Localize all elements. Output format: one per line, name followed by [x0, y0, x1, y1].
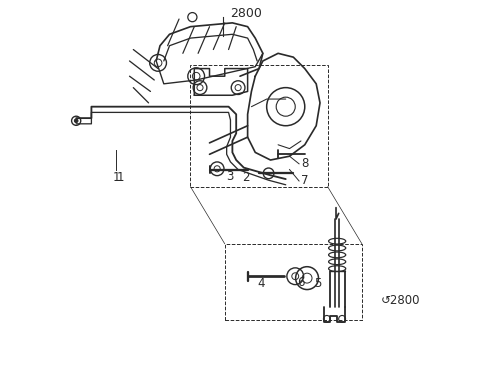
- Bar: [191, 65, 328, 187]
- Text: 6: 6: [297, 276, 305, 289]
- Text: 2: 2: [242, 171, 250, 184]
- Text: 7: 7: [301, 174, 309, 187]
- Text: 4: 4: [257, 277, 264, 290]
- Bar: [225, 244, 362, 320]
- Text: 1: 1: [116, 171, 124, 184]
- Circle shape: [74, 119, 78, 123]
- Text: 8: 8: [301, 157, 308, 170]
- Text: 5: 5: [314, 277, 322, 290]
- Text: 2800: 2800: [230, 7, 263, 20]
- Text: ↺2800: ↺2800: [381, 295, 420, 307]
- Text: 1: 1: [112, 171, 120, 184]
- Text: 3: 3: [227, 170, 234, 183]
